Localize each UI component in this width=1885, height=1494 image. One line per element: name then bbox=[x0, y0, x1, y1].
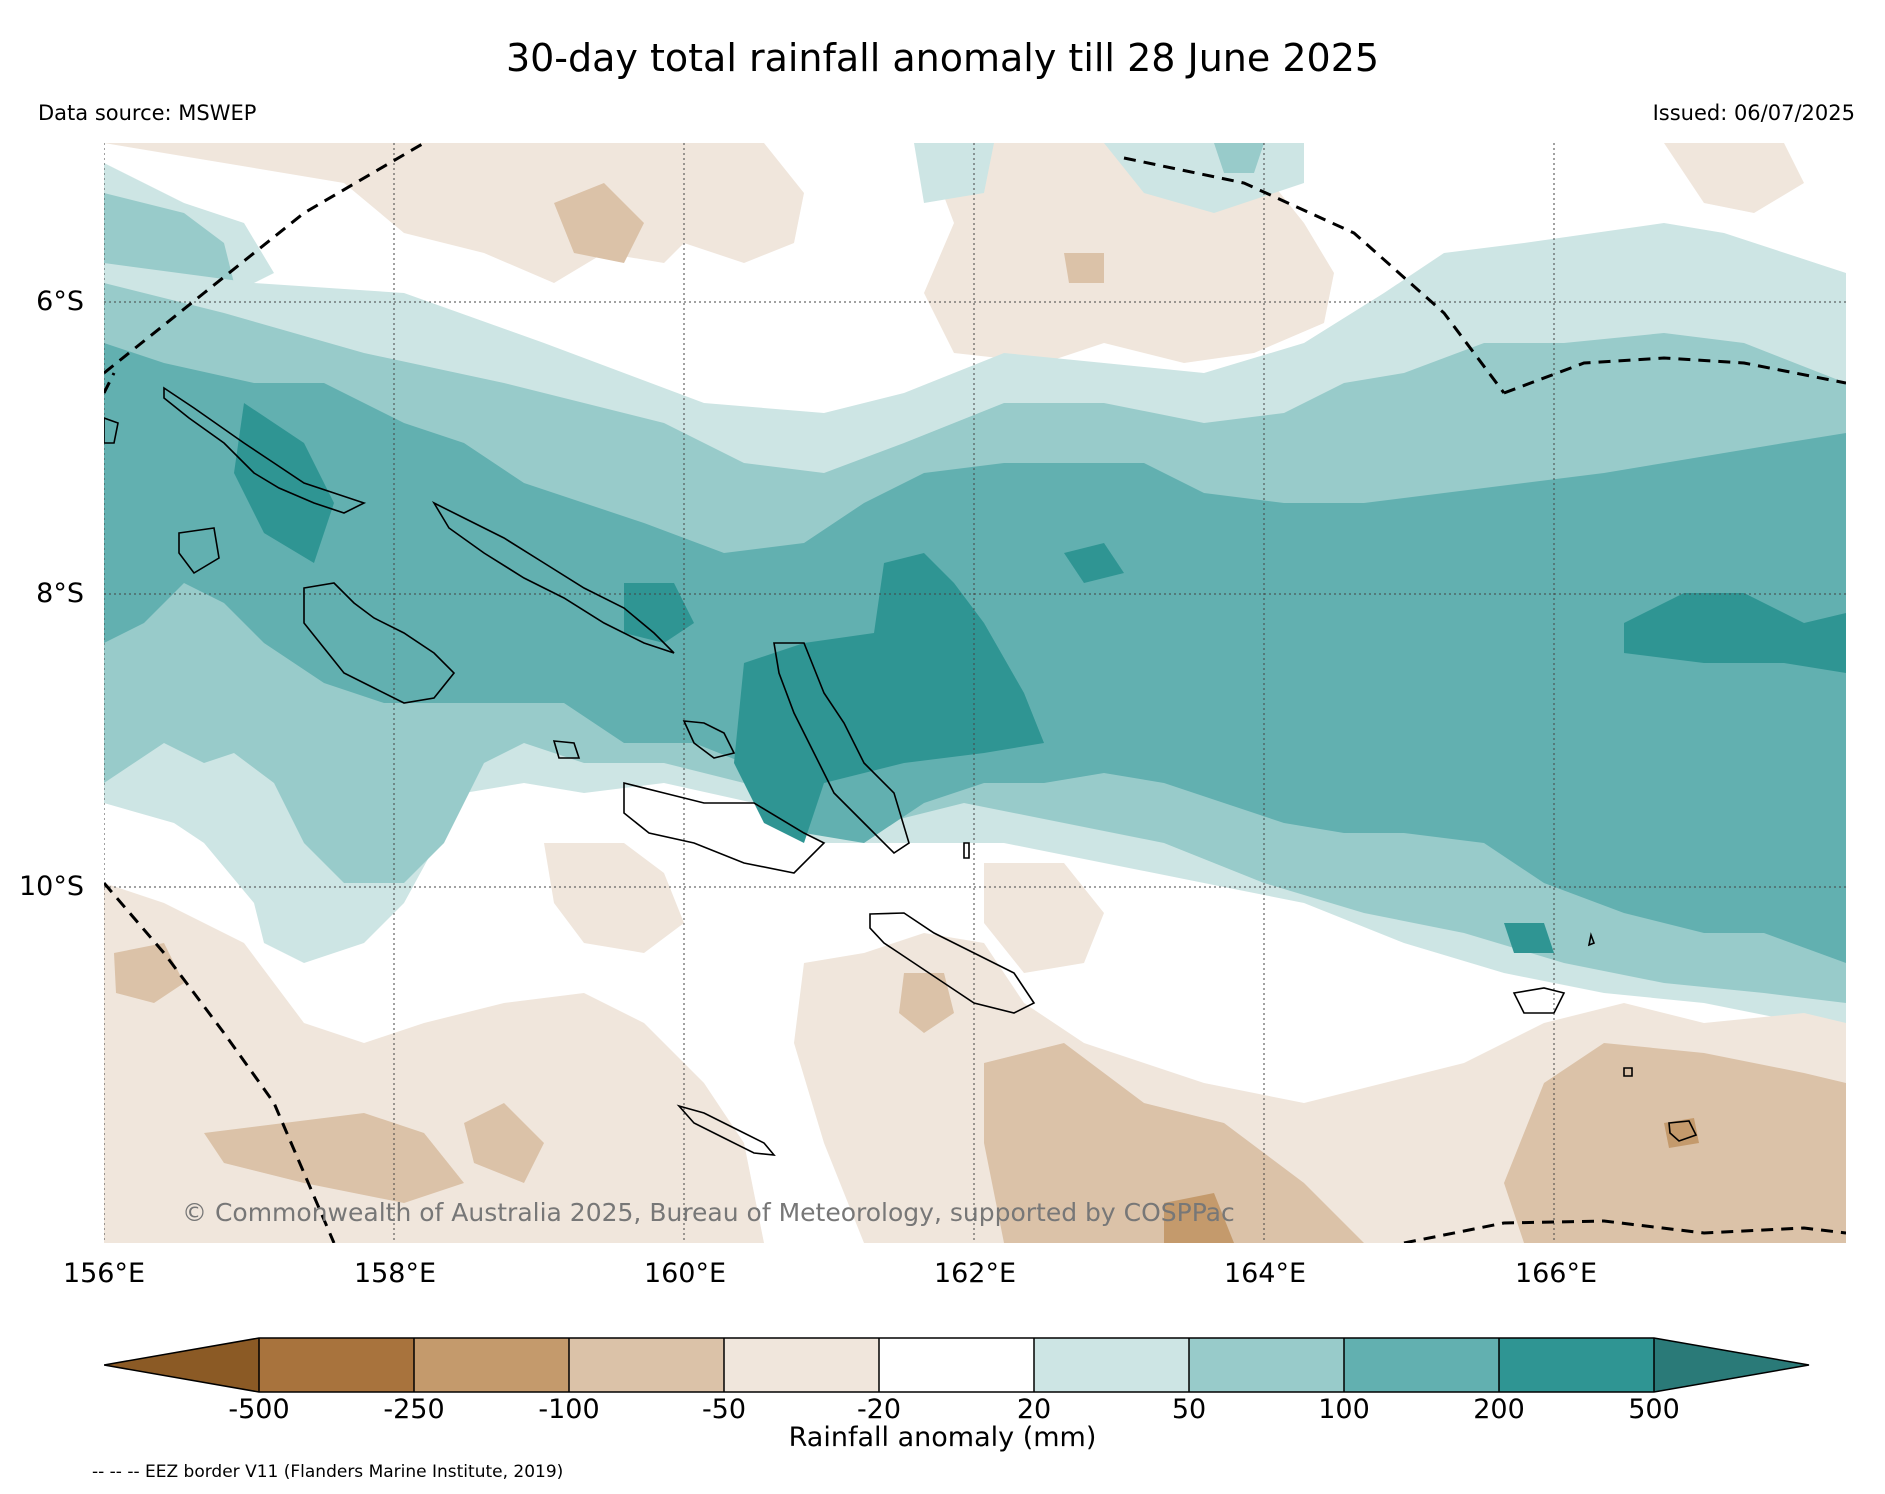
island-rennell bbox=[676, 1104, 776, 1156]
lon-label-158e: 158°E bbox=[353, 1258, 437, 1289]
island-florida bbox=[682, 720, 736, 759]
lon-label-162e: 162°E bbox=[933, 1258, 1017, 1289]
lat-label-10s: 10°S bbox=[19, 871, 84, 902]
wet-patch-northwest bbox=[104, 193, 234, 283]
colorbar-tick: 50 bbox=[1171, 1394, 1207, 1425]
wet-core bbox=[234, 403, 334, 563]
wet-core bbox=[1504, 923, 1554, 953]
eez-border-note: -- -- -- EEZ border V11 (Flanders Marine… bbox=[92, 1462, 564, 1482]
island-tinakula bbox=[1587, 932, 1596, 947]
island-ulawa bbox=[963, 842, 970, 859]
dry-patch-south-mid bbox=[204, 1113, 464, 1203]
colorbar-bin bbox=[569, 1338, 724, 1392]
dry-patch-north-mid bbox=[1064, 253, 1104, 283]
dry-patch-south-mid bbox=[464, 1103, 544, 1183]
island-new-georgia bbox=[303, 582, 456, 704]
eez-border-southwest bbox=[104, 882, 336, 1243]
island-isabel bbox=[431, 501, 675, 654]
island-santa-cruz bbox=[1512, 987, 1566, 1014]
colorbar-label: Rainfall anomaly (mm) bbox=[788, 1422, 1097, 1453]
colorbar-tick: -20 bbox=[856, 1394, 902, 1425]
copyright-notice: © Commonwealth of Australia 2025, Bureau… bbox=[182, 1198, 1235, 1227]
issued-date-label: Issued: 06/07/2025 bbox=[1652, 101, 1855, 125]
colorbar-bin bbox=[1499, 1338, 1654, 1392]
eez-borders bbox=[104, 143, 1846, 1243]
colorbar-bin bbox=[1034, 1338, 1189, 1392]
coastlines bbox=[104, 386, 1698, 1156]
dry-patch-south-strong bbox=[1164, 1193, 1234, 1243]
colorbar-tick: 100 bbox=[1318, 1394, 1370, 1425]
colorbar-bin bbox=[1189, 1338, 1344, 1392]
dry-patch-south-mid bbox=[899, 973, 954, 1033]
dry-patch-south-strong bbox=[1664, 1118, 1699, 1148]
lat-label-8s: 8°S bbox=[36, 578, 84, 609]
colorbar-bin bbox=[1344, 1338, 1499, 1392]
island-makira bbox=[869, 912, 1036, 1014]
lon-label-166e: 166°E bbox=[1514, 1258, 1598, 1289]
island-anuta bbox=[1623, 1067, 1633, 1077]
lon-label-160e: 160°E bbox=[643, 1258, 727, 1289]
colorbar-tick: -500 bbox=[228, 1394, 290, 1425]
dry-patch-south-mid bbox=[114, 943, 184, 1003]
eez-border-south bbox=[1403, 1219, 1846, 1243]
colorbar-extend-high bbox=[1654, 1338, 1809, 1392]
wet-core bbox=[734, 553, 1044, 843]
eez-border-northeast bbox=[1503, 356, 1846, 395]
colorbar-bin bbox=[724, 1338, 879, 1392]
eez-border-west bbox=[104, 143, 425, 375]
eez-border-north bbox=[1123, 156, 1506, 394]
dry-patch-south-mid bbox=[984, 1043, 1364, 1243]
eez-border-northwest bbox=[104, 372, 116, 394]
island-malaita bbox=[773, 642, 910, 855]
wet-core bbox=[1624, 593, 1846, 673]
island-guadalcanal bbox=[623, 781, 826, 874]
wet-core bbox=[1064, 543, 1124, 583]
dry-patch-south bbox=[544, 843, 684, 953]
colorbar-tick: 20 bbox=[1016, 1394, 1052, 1425]
wet-patch-north bbox=[1214, 143, 1264, 173]
colorbar-tick: -50 bbox=[701, 1394, 747, 1425]
island-vanikoro bbox=[1668, 1120, 1698, 1142]
colorbar-tick: 500 bbox=[1628, 1394, 1680, 1425]
wet-core bbox=[624, 583, 694, 643]
dry-patch-north-mid bbox=[554, 183, 644, 263]
map-title: 30-day total rainfall anomaly till 28 Ju… bbox=[505, 36, 1380, 80]
colorbar-tick: -250 bbox=[383, 1394, 445, 1425]
island-bougainville-tip bbox=[104, 417, 119, 444]
lat-label-6s: 6°S bbox=[36, 286, 84, 317]
colorbar-bin bbox=[879, 1338, 1034, 1392]
lon-label-164e: 164°E bbox=[1223, 1258, 1307, 1289]
lon-label-156e: 156°E bbox=[62, 1258, 146, 1289]
rainfall-anomaly-map bbox=[104, 143, 1846, 1243]
dry-patch-north bbox=[1664, 143, 1804, 213]
island-russell bbox=[552, 740, 581, 759]
colorbar-outline bbox=[104, 1337, 1810, 1393]
data-source-label: Data source: MSWEP bbox=[38, 101, 257, 125]
island-choiseul bbox=[163, 386, 367, 514]
colorbar bbox=[104, 1337, 1810, 1393]
colorbar-bin bbox=[414, 1338, 569, 1392]
colorbar-extend-low bbox=[104, 1338, 259, 1392]
map-panel[interactable] bbox=[104, 143, 1846, 1243]
colorbar-tick: -100 bbox=[538, 1394, 600, 1425]
colorbar-tick: 200 bbox=[1473, 1394, 1525, 1425]
colorbar-bin bbox=[259, 1338, 414, 1392]
graticule bbox=[104, 143, 1846, 1243]
dry-patch-south bbox=[984, 863, 1104, 973]
island-vella-lavella bbox=[178, 527, 220, 575]
